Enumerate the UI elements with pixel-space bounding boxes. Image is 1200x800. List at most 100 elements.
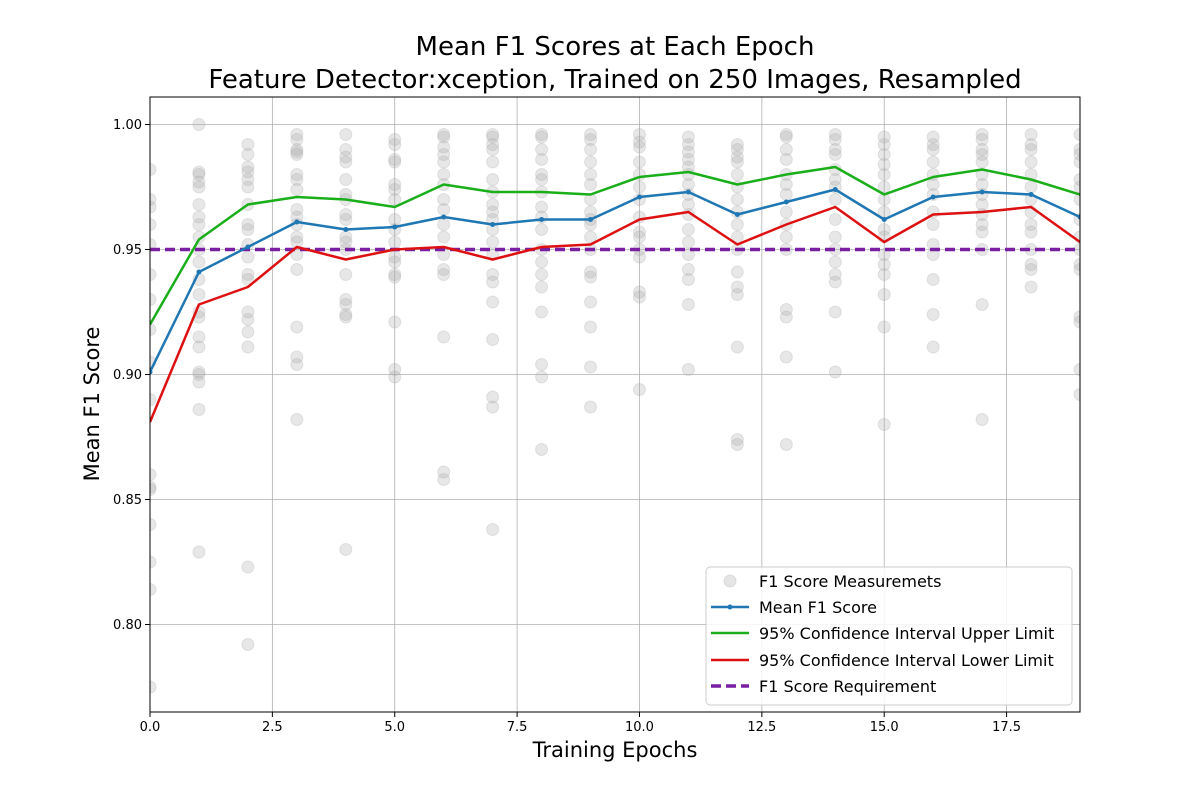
measurement-point bbox=[730, 193, 744, 206]
measurement-point bbox=[877, 248, 891, 261]
measurement-point bbox=[730, 138, 744, 151]
measurement-point bbox=[535, 370, 549, 384]
measurement-point bbox=[290, 128, 304, 141]
measurement-point bbox=[290, 230, 304, 244]
measurement-point bbox=[192, 230, 206, 244]
measurement-point bbox=[290, 168, 304, 181]
y-tick-label: 0.90 bbox=[113, 368, 142, 383]
measurement-point bbox=[241, 325, 255, 339]
measurement-point bbox=[388, 268, 402, 281]
measurement-point bbox=[486, 205, 500, 219]
measurement-point bbox=[681, 153, 695, 166]
measurement-point bbox=[730, 288, 744, 301]
measurement-point bbox=[584, 128, 598, 141]
measurement-point bbox=[632, 135, 646, 149]
measurement-point bbox=[192, 340, 206, 354]
measurement-point bbox=[730, 143, 744, 156]
chart-subtitle: Feature Detector:xception, Trained on 25… bbox=[208, 65, 1021, 95]
measurement-point bbox=[828, 128, 842, 141]
measurement-point bbox=[730, 218, 744, 231]
measurement-point bbox=[388, 370, 402, 384]
measurement-point bbox=[828, 133, 842, 146]
measurement-point bbox=[1024, 280, 1038, 294]
measurement-point bbox=[975, 128, 989, 141]
measurement-point bbox=[150, 268, 157, 281]
measurement-point bbox=[150, 163, 157, 176]
measurement-point bbox=[192, 218, 206, 231]
measurement-point bbox=[150, 200, 157, 214]
measurement-point bbox=[632, 285, 646, 299]
measurement-point bbox=[150, 293, 157, 306]
measurement-point bbox=[828, 365, 842, 379]
measurement-point bbox=[632, 230, 646, 244]
measurement-point bbox=[584, 400, 598, 414]
measurement-point bbox=[681, 235, 695, 249]
measurement-point bbox=[486, 235, 500, 249]
measurement-point bbox=[150, 238, 157, 251]
series-line-mean bbox=[150, 188, 1080, 373]
measurement-point bbox=[339, 150, 353, 164]
measurement-point bbox=[192, 288, 206, 301]
measurement-point bbox=[828, 148, 842, 161]
measurement-point bbox=[1073, 388, 1080, 401]
measurement-point bbox=[150, 483, 157, 496]
measurement-point bbox=[339, 173, 353, 186]
measurement-point bbox=[730, 150, 744, 164]
measurement-point bbox=[926, 308, 940, 321]
measurement-point bbox=[681, 198, 695, 211]
measurement-point bbox=[339, 268, 353, 281]
x-tick-label: 10.0 bbox=[625, 720, 654, 735]
measurement-point bbox=[926, 178, 940, 191]
measurement-point bbox=[535, 128, 549, 141]
measurement-point bbox=[1073, 155, 1080, 169]
measurement-point bbox=[192, 545, 206, 559]
measurement-point bbox=[241, 165, 255, 179]
legend-upper-label: 95% Confidence Interval Upper Limit bbox=[759, 624, 1054, 643]
measurement-point bbox=[730, 155, 744, 169]
measurement-point bbox=[877, 138, 891, 151]
measurement-point bbox=[1073, 315, 1080, 329]
measurement-point bbox=[388, 193, 402, 206]
measurement-point bbox=[975, 143, 989, 156]
measurement-point bbox=[828, 305, 842, 319]
x-tick-label: 15.0 bbox=[870, 720, 899, 735]
measurement-point bbox=[150, 323, 157, 336]
measurement-point bbox=[1073, 193, 1080, 206]
measurement-point bbox=[877, 148, 891, 161]
measurement-point bbox=[339, 308, 353, 321]
measurement-point bbox=[486, 523, 500, 536]
measurement-point bbox=[150, 193, 157, 206]
measurement-point bbox=[1024, 258, 1038, 271]
measurement-point bbox=[290, 358, 304, 371]
mean-point bbox=[490, 222, 496, 227]
measurement-point bbox=[192, 165, 206, 179]
measurement-point bbox=[486, 390, 500, 404]
mean-point bbox=[588, 217, 594, 222]
measurement-point bbox=[192, 375, 206, 389]
mean-point bbox=[539, 217, 545, 222]
measurement-point bbox=[584, 168, 598, 181]
measurement-point bbox=[486, 268, 500, 281]
mean-point bbox=[196, 269, 202, 275]
series-lines bbox=[150, 165, 1080, 423]
measurement-point bbox=[486, 128, 500, 141]
measurement-point bbox=[1073, 128, 1080, 141]
measurement-point bbox=[192, 168, 206, 181]
measurement-point bbox=[828, 275, 842, 289]
measurement-point bbox=[975, 413, 989, 426]
measurement-point bbox=[926, 143, 940, 156]
measurement-point bbox=[584, 143, 598, 156]
measurement-point bbox=[192, 180, 206, 194]
mean-point bbox=[783, 199, 789, 205]
measurement-point bbox=[632, 180, 646, 194]
measurement-point bbox=[290, 173, 304, 186]
x-axis-label: Training Epochs bbox=[532, 738, 698, 762]
measurement-point bbox=[339, 128, 353, 141]
measurement-point bbox=[535, 130, 549, 144]
measurement-point bbox=[1024, 155, 1038, 169]
measurement-point bbox=[192, 118, 206, 131]
measurement-point bbox=[975, 148, 989, 161]
measurement-point bbox=[632, 250, 646, 264]
measurement-point bbox=[437, 230, 451, 244]
